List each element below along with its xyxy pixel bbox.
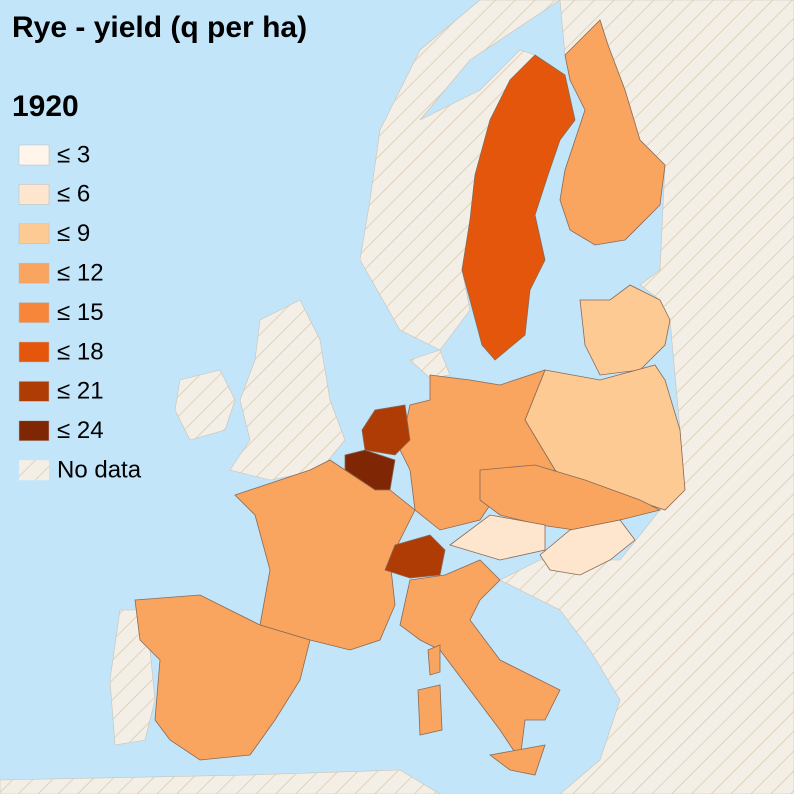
legend-label: ≤ 12 xyxy=(57,260,104,287)
sicily xyxy=(489,744,546,776)
sweden xyxy=(461,54,576,361)
legend-label: ≤ 6 xyxy=(57,181,90,208)
france xyxy=(234,459,416,651)
year-label: 1920 xyxy=(12,90,79,123)
legend-label: ≤ 21 xyxy=(57,378,104,405)
hungary xyxy=(539,519,636,576)
legend-label: ≤ 18 xyxy=(57,338,104,365)
legend-label: No data xyxy=(57,457,142,484)
legend-swatch xyxy=(18,302,50,323)
no-data-denmark xyxy=(409,349,451,379)
legend-swatch xyxy=(18,144,50,166)
baltics xyxy=(579,284,671,376)
italy xyxy=(399,559,561,762)
legend-label: ≤ 3 xyxy=(57,141,90,168)
corsica xyxy=(427,644,441,676)
legend-swatch xyxy=(18,223,50,245)
legend-swatch xyxy=(18,420,50,442)
legend-label: ≤ 24 xyxy=(57,417,104,444)
austria xyxy=(449,514,546,561)
finland xyxy=(559,19,666,246)
legend-swatch xyxy=(18,341,50,363)
countries xyxy=(134,19,686,776)
legend-swatch xyxy=(18,262,50,284)
legend: ≤ 3 ≤ 6 ≤ 9 ≤ 12 ≤ 15 ≤ 18 ≤ 21 ≤ 24 No data xyxy=(18,141,142,484)
legend-swatch xyxy=(18,381,50,402)
legend-label: ≤ 15 xyxy=(57,299,104,326)
sardinia xyxy=(417,684,443,736)
spain xyxy=(134,594,311,761)
map-title: Rye - yield (q per ha) xyxy=(12,11,307,44)
netherlands xyxy=(361,404,411,456)
no-data-africa xyxy=(0,769,441,794)
legend-label: ≤ 9 xyxy=(57,220,90,247)
switzerland xyxy=(384,534,446,579)
legend-swatch xyxy=(18,184,50,205)
legend-swatch xyxy=(19,460,49,481)
no-data-ireland xyxy=(174,369,236,441)
